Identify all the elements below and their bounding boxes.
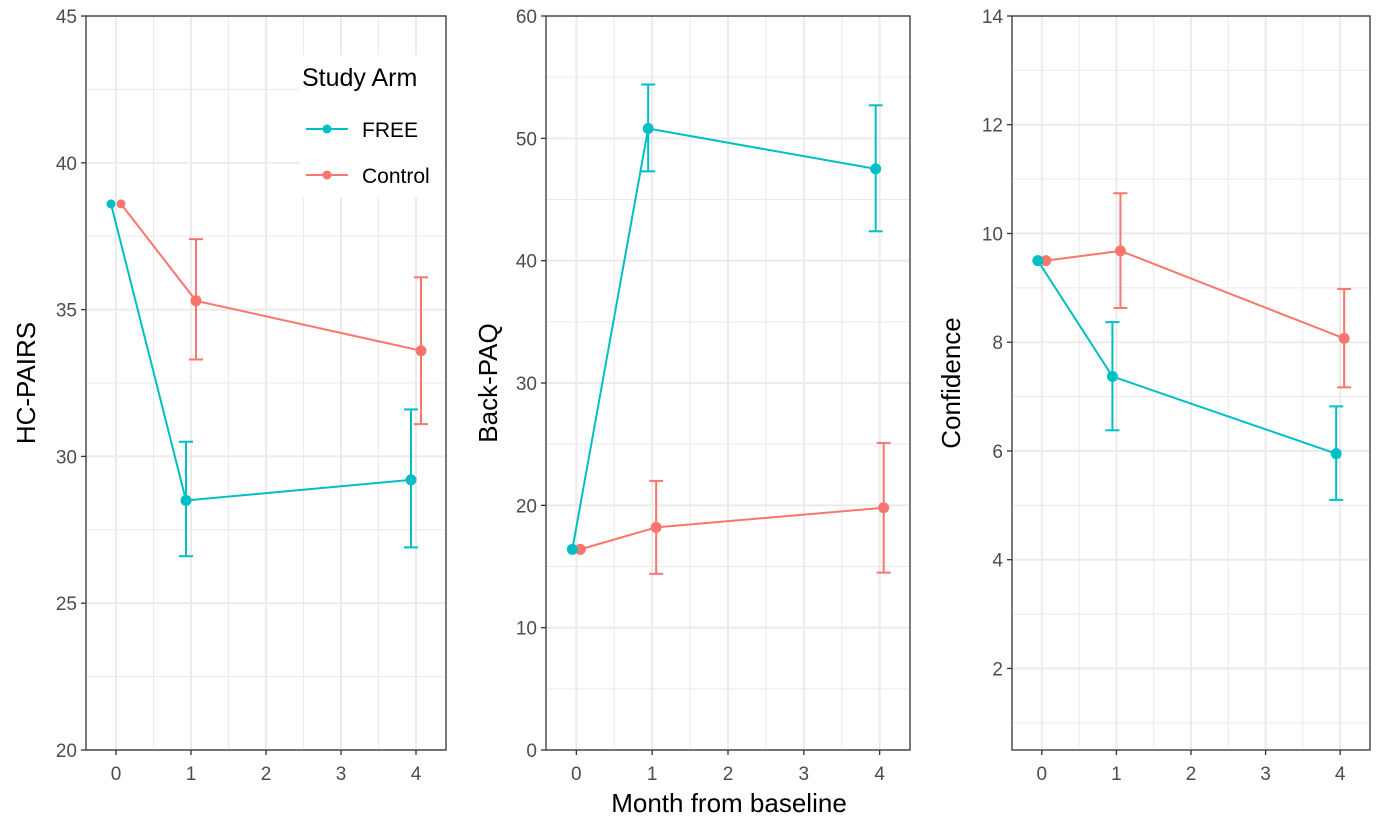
x-tick-label: 1 xyxy=(1111,764,1122,785)
x-tick-label: 3 xyxy=(336,764,347,785)
data-point xyxy=(1338,332,1350,344)
data-point xyxy=(1040,255,1052,267)
data-point xyxy=(870,163,882,175)
legend-item-free: FREE xyxy=(306,119,418,142)
y-tick-label: 25 xyxy=(56,594,77,615)
legend-key-point xyxy=(322,124,332,134)
series-free xyxy=(1032,255,1344,501)
y-tick-label: 50 xyxy=(516,129,537,150)
y-tick-label: 8 xyxy=(992,333,1003,354)
y-axis-title: HC-PAIRS xyxy=(11,322,41,444)
series-free xyxy=(566,83,883,555)
data-point xyxy=(650,521,662,533)
x-tick-label: 0 xyxy=(111,764,122,785)
y-tick-label: 14 xyxy=(982,7,1004,28)
legend-label: Control xyxy=(362,165,430,188)
data-point xyxy=(642,123,654,135)
data-point xyxy=(1330,448,1342,460)
y-tick-label: 6 xyxy=(992,442,1003,463)
series-line xyxy=(1036,260,1337,455)
legend-title: Study Arm xyxy=(302,64,417,92)
y-tick-label: 30 xyxy=(56,447,77,468)
series-free xyxy=(106,199,418,558)
series-control xyxy=(116,199,428,426)
y-tick-label: 12 xyxy=(982,116,1003,137)
series-line xyxy=(120,203,422,352)
x-tick-label: 3 xyxy=(1260,764,1271,785)
panel-2: 0 10 20 30 40 50 60 0 1 2 3 4 Back-PAQ xyxy=(473,7,911,785)
x-tick-label: 1 xyxy=(186,764,197,785)
data-point xyxy=(1106,370,1118,382)
x-tick-label: 2 xyxy=(1186,764,1197,785)
y-axis-title: Confidence xyxy=(936,317,966,449)
x-tick-label: 4 xyxy=(1335,764,1346,785)
y-tick-label: 40 xyxy=(516,252,537,273)
y-tick-label: 0 xyxy=(526,741,537,762)
x-tick-label: 0 xyxy=(571,764,582,785)
series-line xyxy=(580,506,884,551)
data-point xyxy=(106,199,116,209)
y-tick-label: 35 xyxy=(56,301,77,322)
x-tick-label: 2 xyxy=(261,764,272,785)
data-point xyxy=(190,295,202,307)
legend-key-point xyxy=(322,170,332,180)
data-point xyxy=(405,474,417,486)
legend-label: FREE xyxy=(362,119,418,142)
series-control xyxy=(1040,192,1352,389)
x-tick-label: 0 xyxy=(1037,764,1048,785)
x-tick-label: 4 xyxy=(411,764,422,785)
x-tick-label: 3 xyxy=(799,764,810,785)
y-tick-label: 40 xyxy=(56,154,77,175)
data-point xyxy=(1032,255,1044,267)
legend-item-control: Control xyxy=(306,165,430,188)
y-tick-label: 30 xyxy=(516,374,537,395)
data-point xyxy=(116,199,126,209)
y-tick-label: 60 xyxy=(516,7,537,28)
y-tick-label: 20 xyxy=(56,741,77,762)
series-line xyxy=(571,127,876,550)
data-point xyxy=(574,543,586,555)
y-tick-label: 10 xyxy=(982,224,1003,245)
y-tick-label: 20 xyxy=(516,496,537,517)
shared-x-axis-title: Month from baseline xyxy=(611,788,847,818)
x-tick-label: 2 xyxy=(723,764,734,785)
series-line xyxy=(1045,249,1345,340)
data-point xyxy=(878,502,890,514)
data-point xyxy=(566,543,578,555)
legend: Study Arm FREE Control xyxy=(300,55,445,197)
data-point xyxy=(180,494,192,506)
series-control xyxy=(574,441,891,575)
data-point xyxy=(1114,245,1126,257)
y-axis-title: Back-PAQ xyxy=(473,323,503,442)
x-tick-label: 4 xyxy=(874,764,885,785)
y-tick-label: 4 xyxy=(992,551,1003,572)
data-point xyxy=(415,345,427,357)
y-tick-label: 2 xyxy=(992,659,1003,680)
x-tick-label: 1 xyxy=(647,764,658,785)
y-tick-label: 45 xyxy=(56,7,77,28)
y-tick-label: 10 xyxy=(516,619,537,640)
